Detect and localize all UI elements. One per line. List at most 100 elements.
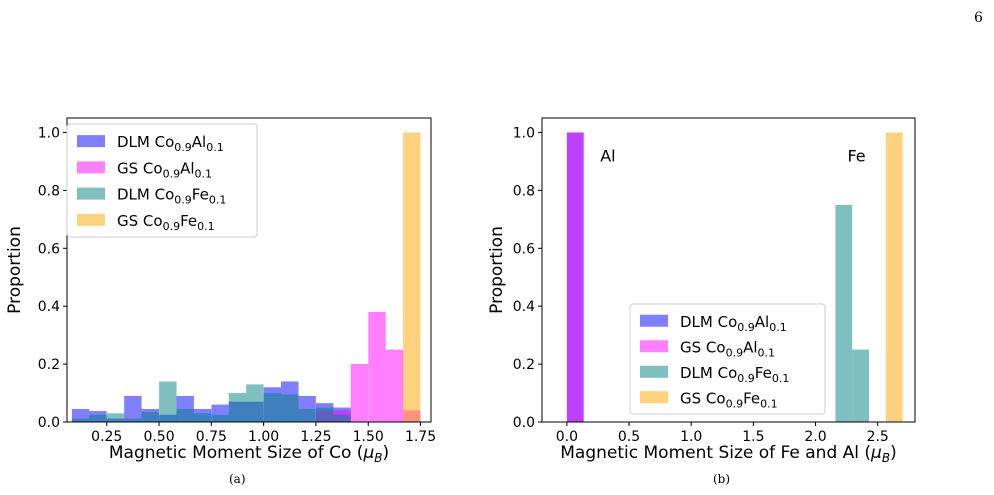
bar — [316, 407, 334, 422]
x-axis-label-text: Magnetic Moment Size of Fe and Al ( — [560, 443, 871, 463]
bar — [403, 132, 421, 422]
caption-a: (a) — [229, 472, 246, 486]
x-tick-label: 2.0 — [804, 429, 826, 445]
y-tick-label: 1.0 — [38, 125, 60, 141]
x-axis-label: Magnetic Moment Size of Fe and Al (μB) — [560, 443, 896, 465]
bars — [566, 132, 903, 422]
y-tick-label: 0.4 — [513, 299, 535, 315]
y-tick-label: 0.4 — [38, 299, 60, 315]
y-ticks: 0.0 0.2 0.4 0.6 0.8 1.0 — [513, 125, 542, 431]
series-gs_fe — [403, 132, 421, 422]
legend-swatch-dlm_fe — [77, 187, 105, 200]
bar — [89, 414, 107, 422]
axes-frame — [66, 117, 432, 423]
bar — [835, 204, 853, 422]
x-axis-label: Magnetic Moment Size of Co (μB) — [109, 443, 389, 465]
x-tick-label: 1.75 — [405, 429, 436, 445]
x-tick-label: 1.25 — [300, 429, 331, 445]
legend-swatch-gs_fe — [640, 391, 668, 404]
bar — [566, 132, 584, 422]
legend-entry-dlm_al: DLM Co0.9Al0.1 — [117, 133, 224, 154]
bar — [885, 132, 903, 422]
x-tick-label: 0.0 — [556, 429, 578, 445]
bar — [298, 408, 316, 422]
legend-swatch-gs_fe — [77, 213, 105, 226]
bar — [106, 413, 125, 422]
bar — [124, 395, 142, 422]
bar — [368, 311, 386, 422]
y-tick-label: 0.8 — [513, 183, 535, 199]
series-gs_fe — [885, 132, 903, 422]
x-tick-label: 1.00 — [248, 429, 279, 445]
y-tick-label: 0.2 — [38, 357, 60, 373]
x-ticks: 0.25 0.50 0.75 1.00 1.25 1.50 1.75 — [91, 422, 436, 445]
bar — [193, 413, 212, 422]
chart-a: 0.25 0.50 0.75 1.00 1.25 1.50 1.75 0.0 0.2 0.4 0.6… — [5, 117, 436, 465]
legend-entry-gs_al: GS Co0.9Al0.1 — [117, 159, 212, 180]
x-axis-label-text: Magnetic Moment Size of Co ( — [109, 443, 364, 463]
x-axis-label-close: ) — [383, 443, 390, 463]
legend-box — [66, 123, 258, 238]
axes-frame — [541, 117, 916, 423]
y-tick-label: 1.0 — [513, 125, 535, 141]
legend-box — [629, 303, 826, 415]
bar — [228, 393, 247, 422]
annotation-fe: Fe — [847, 147, 865, 166]
bar — [211, 414, 229, 422]
series-dlm_fe — [835, 204, 869, 422]
x-axis-label-mu: μ — [870, 443, 882, 463]
annotation-al: Al — [600, 147, 615, 166]
bar — [385, 349, 404, 422]
legend-swatch-dlm_al — [77, 135, 105, 148]
x-ticks: 0.0 0.5 1.0 1.5 2.0 2.5 — [556, 422, 889, 445]
bar — [159, 381, 177, 422]
series-gs_al — [566, 132, 584, 422]
x-tick-label: 1.5 — [742, 429, 764, 445]
page-number: 6 — [974, 10, 983, 26]
legend: DLM Co0.9Al0.1 GS Co0.9Al0.1 DLM Co0.9Fe0.… — [629, 303, 826, 415]
series-dlm_fe — [71, 381, 351, 422]
x-axis-label-close: ) — [890, 443, 897, 463]
y-axis-label: Proportion — [5, 226, 25, 314]
bar — [263, 393, 282, 422]
y-ticks: 0.0 0.2 0.4 0.6 0.8 1.0 — [38, 125, 67, 431]
legend-entry-dlm_fe: DLM Co0.9Fe0.1 — [680, 364, 789, 385]
bar — [333, 414, 351, 422]
y-axis-label: Proportion — [487, 226, 507, 314]
x-tick-label: 0.25 — [91, 429, 122, 445]
bar — [852, 349, 869, 422]
legend-swatch-dlm_al — [640, 314, 668, 327]
y-tick-label: 0.8 — [38, 183, 60, 199]
legend-swatch-dlm_fe — [640, 365, 668, 378]
y-tick-label: 0.6 — [513, 241, 535, 257]
x-axis-label-sub: B — [882, 451, 890, 465]
bar — [124, 418, 142, 422]
legend-entry-gs_al: GS Co0.9Al0.1 — [680, 338, 775, 359]
legend-entry-dlm_al: DLM Co0.9Al0.1 — [680, 313, 787, 334]
y-tick-label: 0.2 — [513, 357, 535, 373]
legend-entry-gs_fe: GS Co0.9Fe0.1 — [117, 212, 215, 233]
bar — [176, 408, 194, 422]
x-tick-label: 0.50 — [143, 429, 174, 445]
legend-swatch-gs_al — [640, 340, 668, 353]
bar — [71, 418, 90, 422]
chart-b: 0.0 0.5 1.0 1.5 2.0 2.5 0.0 0.2 0.4 0.6 0.8 1.0 Prop… — [487, 117, 916, 465]
legend-entry-dlm_fe: DLM Co0.9Fe0.1 — [117, 186, 226, 207]
bar — [246, 384, 264, 422]
x-tick-label: 0.5 — [618, 429, 640, 445]
x-tick-label: 2.5 — [867, 429, 889, 445]
legend: DLM Co0.9Al0.1 GS Co0.9Al0.1 DLM Co0.9Fe0.… — [66, 123, 258, 238]
x-tick-label: 1.50 — [353, 429, 384, 445]
y-tick-label: 0.0 — [38, 415, 60, 431]
y-tick-label: 0.0 — [513, 415, 535, 431]
x-tick-label: 0.75 — [196, 429, 227, 445]
x-axis-label-mu: μ — [362, 443, 374, 463]
bar — [141, 411, 159, 422]
bars — [71, 132, 421, 422]
y-tick-label: 0.6 — [38, 241, 60, 257]
bar — [281, 394, 299, 422]
bar — [350, 364, 369, 422]
caption-b: (b) — [713, 472, 731, 486]
x-tick-label: 1.0 — [680, 429, 702, 445]
